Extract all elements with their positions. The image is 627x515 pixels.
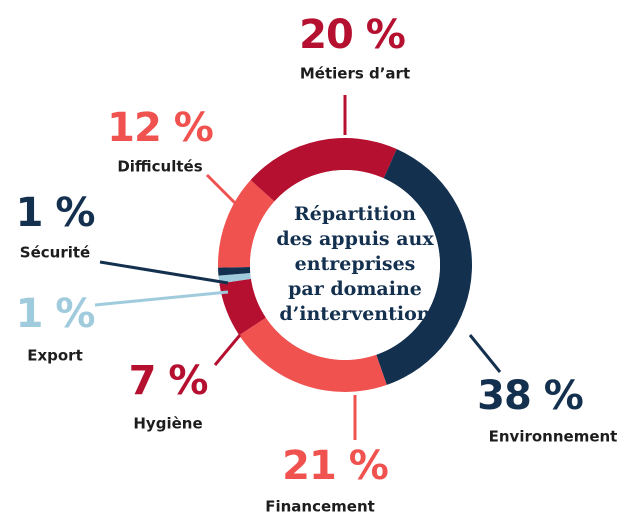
value-label: 1 %	[16, 190, 95, 236]
leader-line	[213, 334, 242, 366]
chart-title: par domaine	[288, 278, 422, 300]
category-label: Financement	[265, 498, 375, 515]
category-label: Difficultés	[117, 158, 202, 176]
donut-hole	[250, 170, 440, 360]
value-label: 7 %	[129, 358, 208, 404]
value-label: 1 %	[16, 291, 95, 337]
chart-title: des appuis aux	[276, 228, 434, 250]
value-label: 38 %	[477, 373, 583, 419]
donut-slice	[219, 278, 266, 336]
category-label: Export	[27, 347, 83, 365]
value-label: 21 %	[282, 443, 388, 489]
donut-slice	[218, 180, 275, 268]
donut-slice	[376, 148, 472, 385]
chart-title: Répartition	[294, 203, 416, 225]
category-label: Métiers d’art	[300, 65, 410, 83]
value-label: 20 %	[299, 12, 405, 58]
value-label: 12 %	[107, 105, 213, 151]
donut-slice	[218, 266, 251, 276]
leader-line	[94, 290, 229, 307]
donut-slice	[218, 272, 252, 284]
category-label: Hygiène	[133, 415, 202, 433]
leader-line	[468, 334, 502, 373]
leader-line	[99, 260, 229, 285]
chart-title: d’intervention	[279, 303, 430, 325]
leader-line	[205, 173, 239, 207]
donut-slice	[250, 137, 397, 202]
category-label: Environnement	[489, 428, 618, 446]
donut-slice	[239, 317, 387, 392]
category-label: Sécurité	[20, 244, 90, 262]
chart-title: entreprises	[295, 253, 416, 275]
